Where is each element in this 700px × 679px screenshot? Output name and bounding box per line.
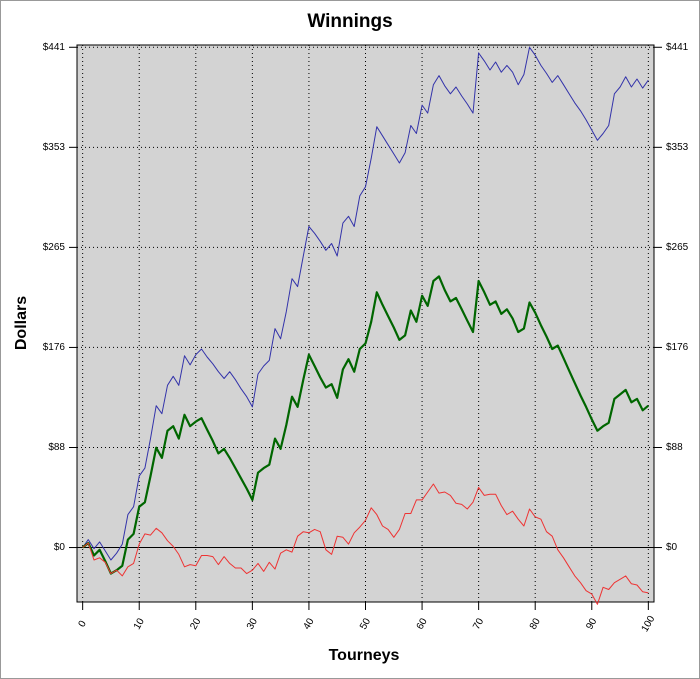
x-tick-label: 60 [415,616,430,632]
x-tick-label: 30 [245,616,260,632]
x-tick-label: 10 [132,616,147,632]
y-tick-label: $441 [43,42,66,53]
y-axis-title: Dollars [13,296,30,350]
y2-tick-label: $353 [666,142,689,153]
series-line [82,483,649,605]
x-tick-label: 40 [302,616,317,632]
y2-tick-label: $0 [666,542,678,553]
y2-tick-label: $176 [666,342,689,353]
series-line [82,46,649,561]
chart-title: Winnings [307,11,392,32]
x-tick-label: 0 [77,619,90,630]
x-tick-label: 20 [188,616,203,632]
y2-tick-label: $88 [666,442,683,453]
x-tick-label: 50 [358,616,373,632]
y2-tick-label: $441 [666,42,689,53]
plot-area [76,44,655,603]
x-tick-label: 70 [471,616,486,632]
y-tick-label: $353 [43,142,66,153]
series-line [82,275,649,575]
y-tick-label: $88 [48,442,65,453]
x-axis-title: Tourneys [329,647,400,664]
y-tick-label: $176 [43,342,66,353]
y2-tick-label: $265 [666,242,689,253]
x-tick-label: 90 [584,616,599,632]
y-tick-label: $0 [54,542,66,553]
x-tick-label: 80 [528,616,543,632]
y-tick-label: $265 [43,242,66,253]
